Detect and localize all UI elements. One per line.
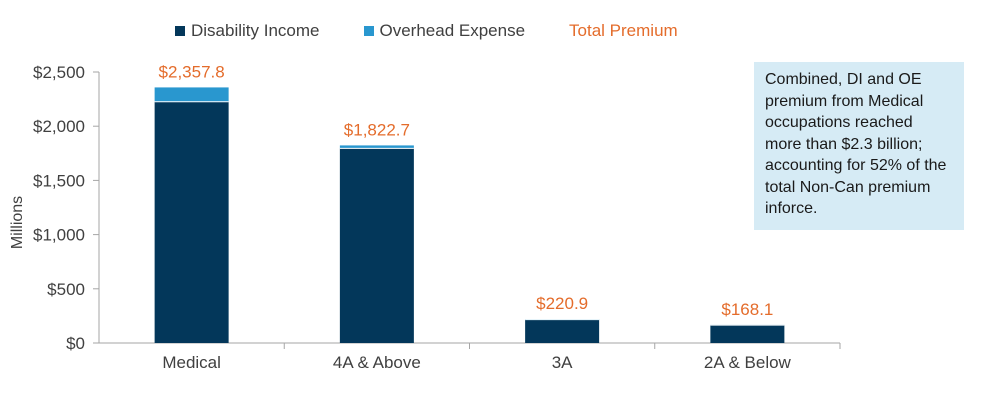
total-premium-label: $168.1 [721,300,773,319]
total-premium-label: $2,357.8 [159,62,225,81]
legend-item-overhead-expense: Overhead Expense [363,21,526,41]
bar-disability-income [710,325,785,343]
y-axis-title: Millions [9,196,26,249]
chart-legend: Disability Income Overhead Expense Total… [175,20,722,42]
legend-label-disability-income: Disability Income [191,21,320,40]
y-tick-label: $500 [47,280,85,299]
total-premium-label: $1,822.7 [344,120,410,139]
y-tick-label: $1,500 [33,171,85,190]
total-premium-label: $220.9 [536,294,588,313]
bar-disability-income [339,148,414,343]
callout-box: Combined, DI and OE premium from Medical… [754,62,964,230]
bar-overhead-expense [154,87,229,102]
bar-overhead-expense [339,145,414,149]
y-tick-label: $1,000 [33,226,85,245]
x-tick-label: Medical [162,353,221,372]
x-tick-label: 3A [552,353,573,372]
y-tick-label: $0 [66,334,85,353]
legend-item-total-premium: Total Premium [569,21,678,41]
legend-swatch-disability-income [175,26,185,36]
bar-disability-income [525,319,600,343]
callout-text: Combined, DI and OE premium from Medical… [765,71,947,217]
y-tick-label: $2,500 [33,63,85,82]
legend-label-total-premium: Total Premium [569,21,678,40]
legend-item-disability-income: Disability Income [175,21,320,41]
bar-disability-income [154,101,229,343]
x-tick-label: 4A & Above [333,353,421,372]
x-tick-label: 2A & Below [704,353,792,372]
legend-label-overhead-expense: Overhead Expense [379,21,526,40]
y-tick-label: $2,000 [33,117,85,136]
legend-swatch-overhead-expense [363,26,374,36]
